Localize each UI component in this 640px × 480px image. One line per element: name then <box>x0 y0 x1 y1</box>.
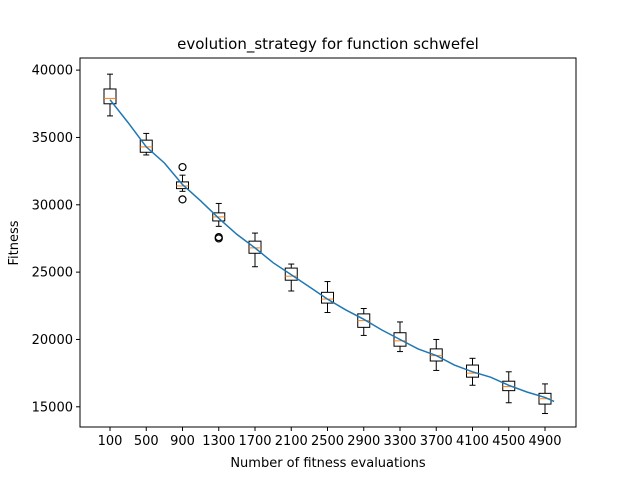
trend-line <box>109 99 555 403</box>
box <box>466 364 479 378</box>
y-tick-label: 40000 <box>32 64 73 79</box>
x-tick-label: 4900 <box>528 434 561 449</box>
box <box>248 240 262 254</box>
box <box>284 267 298 281</box>
box <box>139 139 153 153</box>
chart-title: evolution_strategy for function schwefel <box>177 35 479 54</box>
y-tick-label: 15000 <box>32 400 73 415</box>
box <box>321 291 334 304</box>
x-tick-label: 4100 <box>456 434 489 449</box>
x-tick-label: 3300 <box>383 434 416 449</box>
box <box>502 380 516 392</box>
x-tick-label: 900 <box>170 434 195 449</box>
x-tick-label: 3700 <box>420 434 453 449</box>
outlier-point <box>178 195 187 204</box>
x-tick-label: 2900 <box>347 434 380 449</box>
box <box>103 88 117 105</box>
outlier-point <box>178 162 187 172</box>
y-tick-label: 20000 <box>32 333 73 348</box>
outlier-point <box>214 234 223 243</box>
x-tick-label: 100 <box>98 434 123 449</box>
x-tick-label: 1700 <box>238 434 271 449</box>
x-tick-label: 500 <box>134 434 159 449</box>
x-tick-label: 2500 <box>311 434 344 449</box>
x-axis-label: Number of fitness evaluations <box>230 456 426 471</box>
y-axis-label: Fitness <box>7 220 22 265</box>
y-tick-label: 25000 <box>32 266 73 281</box>
box <box>393 332 407 347</box>
y-tick-label: 30000 <box>32 198 73 213</box>
x-tick-label: 1300 <box>202 434 235 449</box>
x-tick-label: 2100 <box>275 434 308 449</box>
x-tick-label: 4500 <box>492 434 525 449</box>
y-tick-label: 35000 <box>32 131 73 146</box>
box <box>429 348 443 362</box>
plot-area: 15000 20000 25000 30000 35000 40000 100 500 900 1… <box>32 57 577 449</box>
box <box>176 181 189 190</box>
